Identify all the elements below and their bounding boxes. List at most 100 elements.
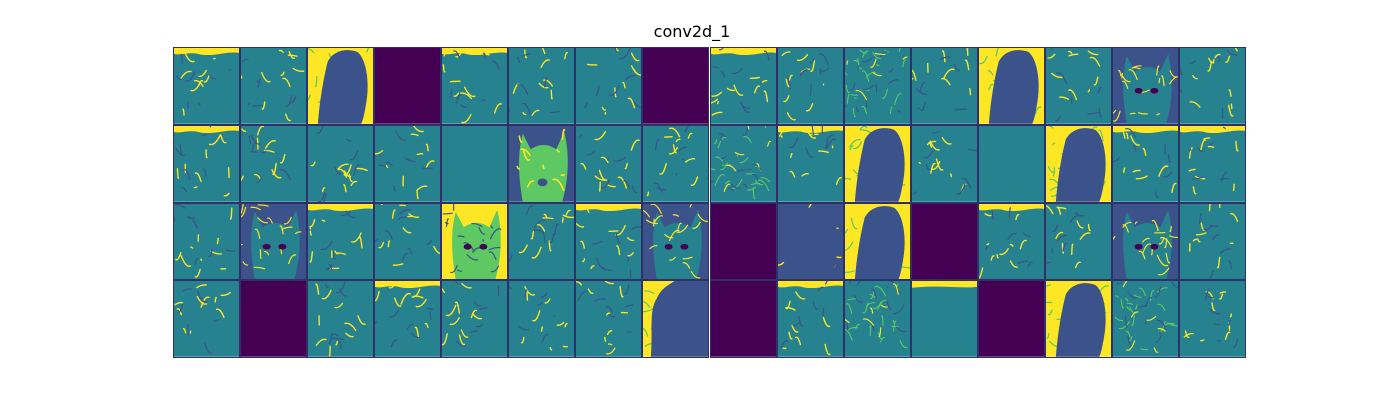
- feature-map-tile: [508, 202, 576, 281]
- feature-map-image: [442, 48, 508, 124]
- feature-map-image: [241, 203, 307, 280]
- feature-map-tile: [1178, 202, 1246, 281]
- feature-map-image: [576, 125, 642, 202]
- feature-map-tile: [508, 280, 576, 358]
- feature-map-image: [308, 203, 374, 280]
- feature-map-tile: [776, 124, 844, 203]
- feature-map-image: [777, 203, 843, 280]
- feature-map-image: [1179, 48, 1245, 124]
- feature-map-tile: [240, 280, 308, 358]
- feature-map-image: [978, 203, 1044, 280]
- feature-map-image: [375, 125, 441, 202]
- feature-map-tile: [709, 280, 777, 358]
- feature-map-image: [241, 125, 307, 202]
- feature-map-image: [442, 281, 508, 357]
- feature-map-tile: [1044, 47, 1112, 125]
- feature-map-image: [509, 281, 575, 357]
- feature-map-image: [643, 281, 709, 357]
- feature-map-tile: [910, 124, 978, 203]
- feature-map-image: [1112, 48, 1178, 124]
- feature-map-image: [375, 281, 441, 357]
- feature-map-image: [241, 48, 307, 124]
- feature-map-tile: [843, 280, 911, 358]
- feature-map-tile: [1044, 202, 1112, 281]
- feature-map-tile: [843, 47, 911, 125]
- feature-map-tile: [642, 124, 710, 203]
- feature-map-image: [375, 48, 441, 124]
- feature-map-tile: [1111, 47, 1179, 125]
- feature-map-image: [1112, 125, 1178, 202]
- feature-map-image: [1112, 281, 1178, 357]
- feature-map-tile: [977, 124, 1045, 203]
- feature-map-image: [1045, 281, 1111, 357]
- feature-map-image: [643, 125, 709, 202]
- feature-map-image: [911, 48, 977, 124]
- feature-map-tile: [307, 124, 375, 203]
- feature-map-image: [509, 125, 575, 202]
- feature-map-tile: [1044, 280, 1112, 358]
- feature-map-tile: [776, 202, 844, 281]
- feature-map-tile: [776, 280, 844, 358]
- feature-map-tile: [642, 280, 710, 358]
- feature-map-image: [710, 203, 776, 280]
- feature-map-image: [174, 125, 240, 202]
- feature-map-tile: [240, 47, 308, 125]
- feature-map-image: [375, 203, 441, 280]
- feature-map-tile: [977, 202, 1045, 281]
- feature-map-image: [777, 281, 843, 357]
- feature-map-tile: [441, 124, 509, 203]
- feature-map-tile: [843, 124, 911, 203]
- feature-map-image: [911, 125, 977, 202]
- feature-map-tile: [173, 124, 241, 203]
- feature-map-tile: [575, 124, 643, 203]
- feature-map-image: [1045, 48, 1111, 124]
- feature-map-image: [308, 125, 374, 202]
- feature-map-tile: [1178, 280, 1246, 358]
- feature-map-tile: [1111, 124, 1179, 203]
- feature-map-image: [1112, 203, 1178, 280]
- feature-map-tile: [441, 202, 509, 281]
- feature-map-tile: [910, 202, 978, 281]
- feature-map-image: [710, 125, 776, 202]
- feature-map-tile: [1111, 202, 1179, 281]
- feature-map-image: [844, 48, 910, 124]
- feature-map-image: [710, 48, 776, 124]
- feature-map-image: [1045, 125, 1111, 202]
- feature-map-tile: [709, 124, 777, 203]
- feature-map-tile: [575, 47, 643, 125]
- feature-map-image: [1179, 281, 1245, 357]
- feature-map-tile: [776, 47, 844, 125]
- feature-map-tile: [575, 280, 643, 358]
- feature-map-tile: [910, 280, 978, 358]
- feature-map-tile: [173, 202, 241, 281]
- feature-map-image: [509, 203, 575, 280]
- feature-map-image: [844, 203, 910, 280]
- feature-map-image: [978, 281, 1044, 357]
- feature-map-tile: [843, 202, 911, 281]
- feature-map-image: [442, 125, 508, 202]
- feature-map-tile: [307, 202, 375, 281]
- feature-map-image: [1045, 203, 1111, 280]
- feature-map-tile: [1178, 47, 1246, 125]
- feature-map-tile: [441, 47, 509, 125]
- feature-map-tile: [173, 47, 241, 125]
- feature-map-image: [844, 125, 910, 202]
- feature-map-image: [911, 281, 977, 357]
- feature-map-image: [844, 281, 910, 357]
- feature-map-image: [308, 281, 374, 357]
- feature-map-image: [777, 125, 843, 202]
- feature-map-tile: [240, 124, 308, 203]
- feature-map-image: [777, 48, 843, 124]
- feature-map-image: [643, 48, 709, 124]
- feature-map-image: [174, 281, 240, 357]
- feature-map-tile: [1044, 124, 1112, 203]
- feature-map-image: [442, 203, 508, 280]
- feature-map-image: [710, 281, 776, 357]
- feature-map-tile: [374, 124, 442, 203]
- feature-map-tile: [173, 280, 241, 358]
- feature-map-tile: [642, 47, 710, 125]
- feature-map-tile: [575, 202, 643, 281]
- feature-map-tile: [240, 202, 308, 281]
- feature-map-tile: [374, 47, 442, 125]
- feature-map-image: [174, 48, 240, 124]
